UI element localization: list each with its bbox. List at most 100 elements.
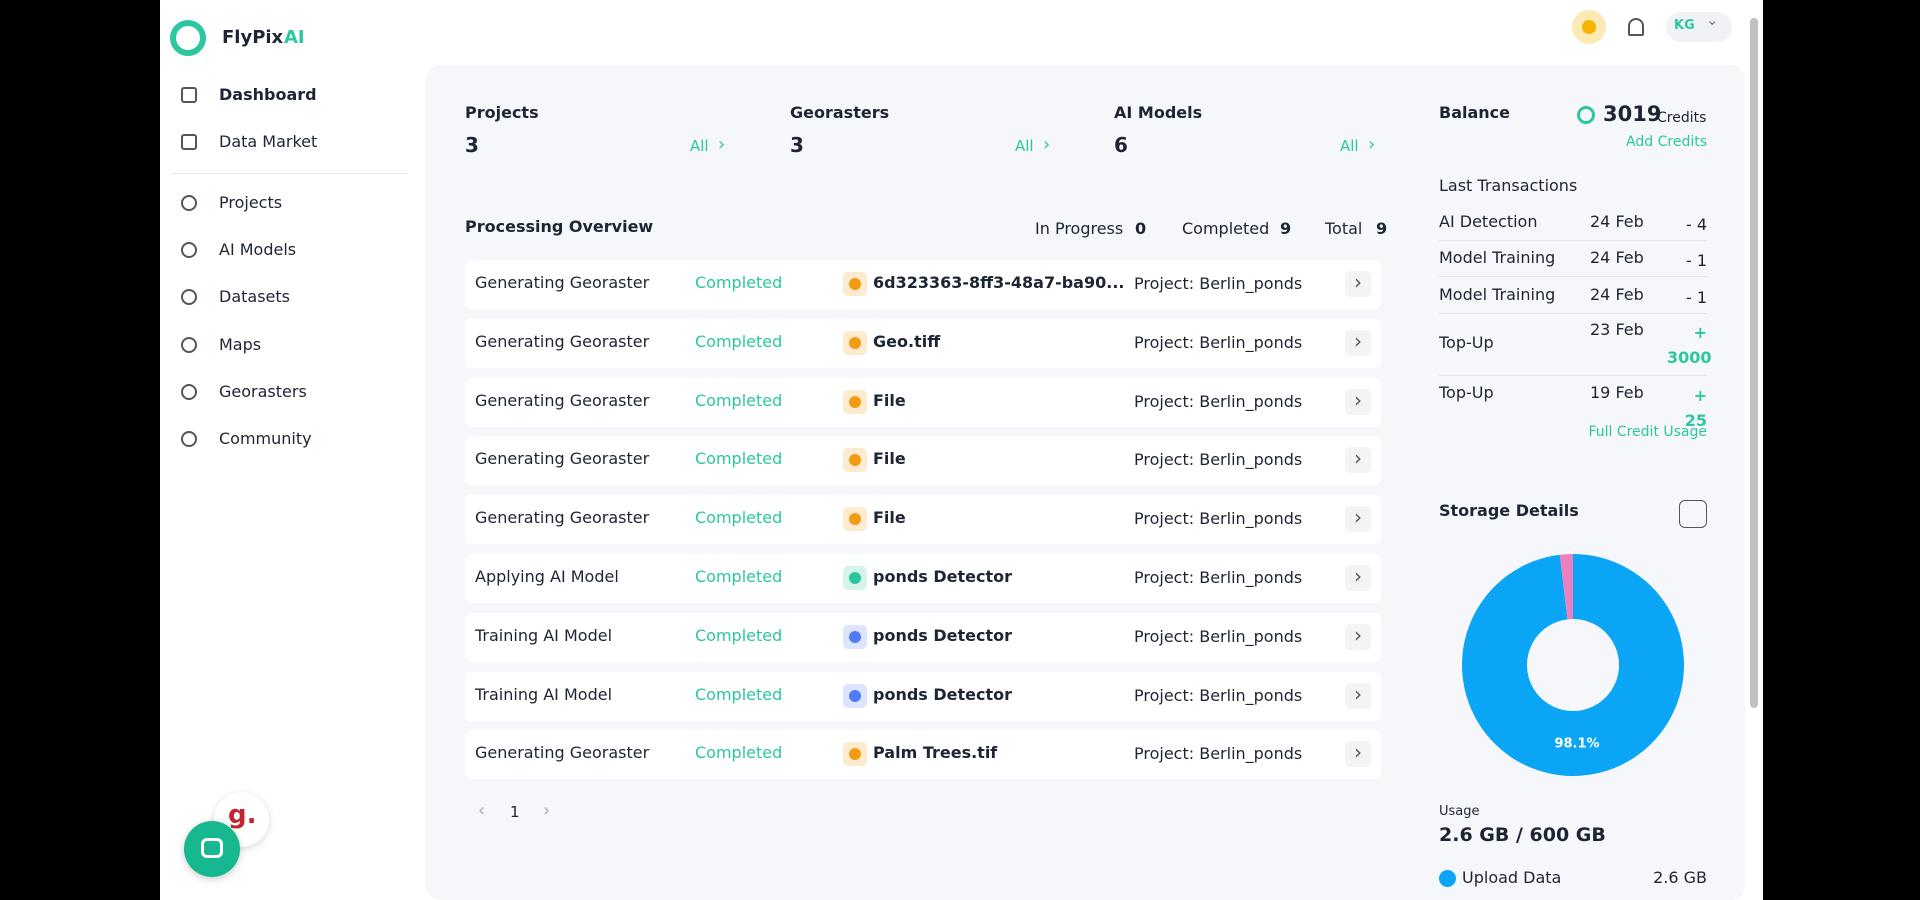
full-credit-usage[interactable]: Full Credit Usage — [1588, 424, 1707, 440]
summary-value: 9 — [1280, 219, 1292, 238]
row-action[interactable] — [1345, 565, 1371, 591]
row-chevron: › — [1354, 446, 1362, 471]
legend-dot — [1439, 870, 1456, 887]
donut-label: 98.1% — [1554, 737, 1599, 752]
page-next[interactable]: › — [543, 800, 551, 821]
tx-date: 23 Feb — [1590, 320, 1644, 339]
row-chevron: › — [1354, 505, 1362, 530]
stat-value: 6 — [1114, 133, 1128, 157]
status: Completed — [695, 625, 783, 645]
chevron: › — [1703, 20, 1720, 26]
scrollbar-thumb[interactable] — [1750, 18, 1758, 708]
file-name: 6d323363-8ff3-48a7-ba90... — [873, 273, 1125, 292]
row-action[interactable] — [1345, 388, 1371, 415]
tx-name: Model Training — [1439, 285, 1556, 304]
nav-item[interactable]: Georasters — [219, 381, 307, 401]
nav-item[interactable]: Maps — [219, 334, 262, 354]
tx-divider — [1439, 375, 1707, 376]
file-icon-dot — [849, 630, 861, 643]
nav-item[interactable]: Datasets — [219, 287, 290, 307]
file-icon-dot — [849, 748, 861, 761]
status: Completed — [695, 743, 783, 763]
brand-suffix: AI — [284, 27, 305, 48]
row-action[interactable] — [1345, 741, 1371, 768]
task: Generating Georaster — [475, 508, 650, 528]
row — [465, 671, 1381, 721]
file-icon-dot — [849, 278, 861, 290]
credits: 3019 — [1603, 102, 1662, 126]
tx-name: Top-Up — [1439, 383, 1494, 402]
row-action[interactable] — [1345, 329, 1371, 356]
task: Training AI Model — [475, 684, 613, 704]
tx-amount: - 4 — [1685, 215, 1707, 234]
summary-value: 9 — [1376, 219, 1388, 238]
row-action[interactable] — [1345, 623, 1371, 650]
page-prev[interactable]: ‹ — [478, 800, 486, 821]
file-icon-dot — [849, 395, 861, 408]
nav-item[interactable]: AI Models — [219, 240, 297, 260]
nav-item[interactable]: Data Market — [219, 132, 318, 151]
stat-link[interactable]: All — [690, 137, 709, 155]
nav-item[interactable]: Community — [219, 429, 312, 448]
add-credits[interactable]: Add Credits — [1626, 134, 1707, 150]
status: Completed — [695, 508, 783, 528]
nav-icon — [181, 383, 197, 400]
stat-arrow: › — [718, 134, 726, 155]
row — [465, 260, 1381, 309]
task: Generating Georaster — [475, 273, 650, 292]
project: Project: Berlin_ponds — [1134, 744, 1303, 764]
nav-icon — [181, 336, 197, 353]
row-action[interactable] — [1345, 271, 1371, 297]
avatar-bg[interactable] — [1666, 12, 1732, 42]
row — [465, 318, 1381, 368]
project: Project: Berlin_ponds — [1134, 685, 1303, 705]
brand-name: FlyPix — [222, 27, 284, 48]
row — [465, 612, 1381, 662]
nav-icon — [181, 87, 197, 103]
row-action[interactable] — [1345, 682, 1371, 709]
stat-label: Georasters — [790, 103, 890, 122]
tx-name: AI Detection — [1439, 212, 1538, 231]
stat-arrow: › — [1368, 134, 1376, 155]
row-chevron: › — [1354, 270, 1362, 294]
tx-amount: - 1 — [1685, 288, 1707, 307]
stat-arrow: › — [1043, 134, 1051, 155]
row-chevron: › — [1354, 681, 1362, 706]
summary-label: Completed — [1182, 219, 1270, 238]
chat-icon — [201, 838, 223, 858]
transactions-title: Last Transactions — [1439, 176, 1578, 195]
stat-link[interactable]: All — [1340, 137, 1359, 155]
tx-divider — [1439, 240, 1707, 241]
donut-segment — [1559, 554, 1573, 620]
row-chevron: › — [1354, 740, 1362, 765]
row-chevron: › — [1354, 564, 1362, 588]
nav-item[interactable]: Dashboard — [219, 85, 317, 104]
page-number[interactable]: 1 — [510, 803, 520, 821]
project: Project: Berlin_ponds — [1134, 568, 1303, 587]
row-action[interactable] — [1345, 506, 1371, 533]
nav-icon — [181, 195, 197, 211]
tx-date: 19 Feb — [1590, 383, 1644, 402]
nav-icon — [181, 431, 197, 447]
nav-item[interactable]: Projects — [219, 193, 283, 212]
file-icon-dot — [849, 336, 861, 349]
chat-button[interactable] — [184, 821, 240, 877]
task: Generating Georaster — [475, 390, 650, 410]
tx-date: 24 Feb — [1590, 212, 1644, 231]
project: Project: Berlin_ponds — [1134, 509, 1303, 529]
project: Project: Berlin_ponds — [1134, 450, 1303, 470]
row-chevron: › — [1354, 622, 1362, 647]
tx-date: 24 Feb — [1590, 248, 1644, 267]
tx-name: Model Training — [1439, 248, 1556, 267]
status: Completed — [695, 331, 783, 351]
row — [465, 730, 1381, 780]
project: Project: Berlin_ponds — [1134, 332, 1303, 352]
bell[interactable] — [1628, 18, 1644, 36]
stat-link[interactable]: All — [1015, 137, 1034, 155]
storage-button[interactable] — [1679, 500, 1707, 528]
row-action[interactable] — [1345, 447, 1371, 474]
app: FlyPix AI Dashboard Data Market Projects AI M… — [160, 0, 1763, 900]
summary-value: 0 — [1135, 219, 1147, 238]
usage: 2.6 GB / 600 GB — [1439, 824, 1606, 846]
summary-label: Total — [1325, 219, 1363, 238]
